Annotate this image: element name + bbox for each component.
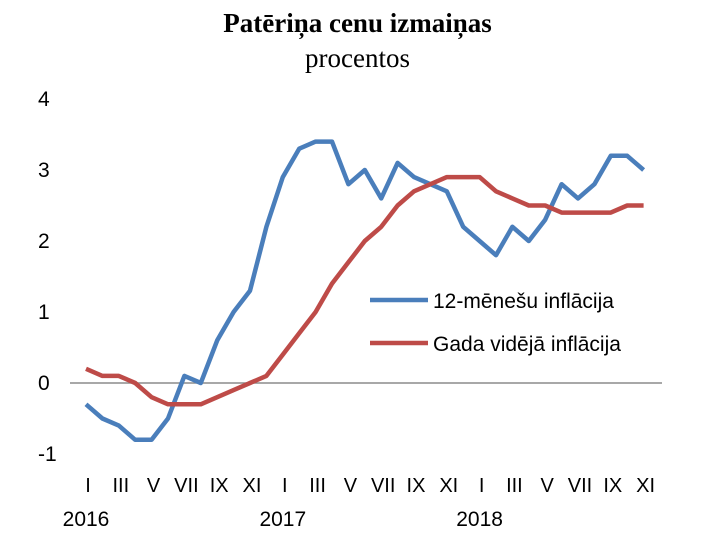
y-tick-label: -1 [38, 443, 57, 466]
x-tick-label: I [85, 475, 91, 497]
x-year-label: 2017 [259, 508, 306, 531]
legend-label: 12-mēnešu inflācija [433, 290, 614, 313]
x-tick-label: IX [210, 475, 229, 497]
x-tick-label: III [112, 475, 129, 497]
y-tick-label: 3 [38, 159, 50, 182]
x-tick-label: VII [568, 475, 592, 497]
x-tick-label: XI [636, 475, 655, 497]
x-year-label: 2018 [456, 508, 503, 531]
x-tick-label: IX [603, 475, 622, 497]
x-tick-label: III [309, 475, 326, 497]
x-tick-label: I [282, 475, 288, 497]
x-tick-label: III [506, 475, 523, 497]
series-line-2 [85, 174, 644, 407]
y-tick-label: 4 [38, 88, 50, 111]
x-tick-label: IX [407, 475, 426, 497]
y-tick-label: 2 [38, 230, 50, 253]
x-tick-label: VII [371, 475, 395, 497]
x-year-label: 2016 [63, 508, 110, 531]
x-tick-label: I [479, 475, 485, 497]
x-tick-label: V [344, 475, 358, 497]
x-tick-label: V [147, 475, 161, 497]
x-tick-label: V [541, 475, 555, 497]
x-tick-label: XI [243, 475, 262, 497]
chart-title: Patēriņa cenu izmaiņas [223, 8, 492, 38]
x-tick-label: VII [174, 475, 198, 497]
chart-subtitle: procentos [305, 43, 410, 73]
x-tick-label: XI [439, 475, 458, 497]
y-tick-label: 1 [38, 301, 50, 324]
y-tick-label: 0 [38, 372, 50, 395]
legend-label: Gada vidējā inflācija [433, 333, 621, 356]
